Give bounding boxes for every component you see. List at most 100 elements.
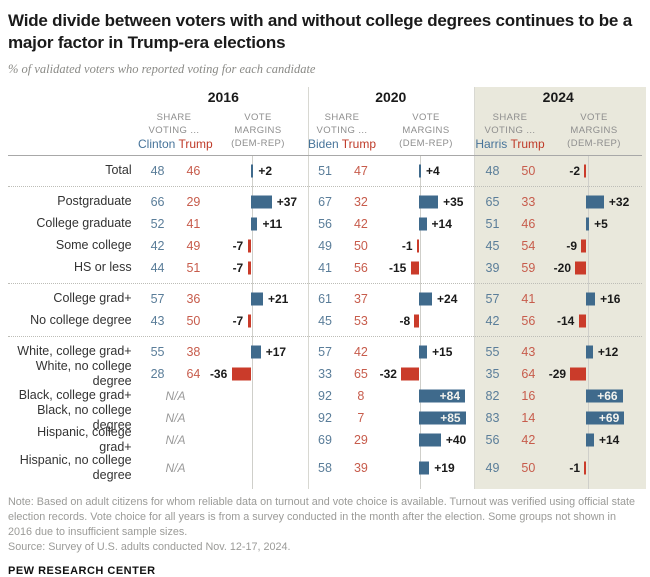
year-label-2016: 2016 (207, 88, 239, 105)
rep-share-2016: 36 (186, 291, 201, 306)
dem-share-2016: 44 (150, 260, 165, 275)
na-value-2016: N/A (165, 432, 186, 447)
margin-header-line: VOTE (580, 111, 608, 123)
table-row: Total 48 46 +2 51 47 +4 48 50 -2 (8, 160, 642, 182)
margin-bar-2020 (418, 411, 466, 424)
margin-header-line: MARGINS (570, 124, 618, 136)
rep-share-2020: 42 (353, 216, 368, 231)
zero-axis-2016 (252, 155, 253, 489)
rep-share-2016: 41 (186, 216, 201, 231)
dem-candidate-label: Biden (307, 136, 339, 151)
row-label: Black, no college degree (37, 403, 132, 432)
dem-share-2024: 45 (485, 238, 500, 253)
margin-header-line: MARGINS (402, 124, 450, 136)
column-header-row: SHARE VOTING ... Clinton Trump VOTE MARGINS(… (8, 111, 642, 151)
margin-value-2016: -7 (232, 313, 244, 328)
margin-cell-2016 (211, 407, 307, 429)
row-label: College grad+ (53, 291, 132, 306)
dem-candidate-label: Harris (475, 136, 508, 151)
dem-share-2024: 83 (485, 410, 500, 425)
margin-bar-2020 (418, 345, 428, 358)
table-row: White, no college degree 28 64 -36 33 65 -32 35… (8, 359, 642, 388)
margin-bar-2020 (414, 314, 419, 327)
margin-value-2024: -14 (556, 313, 575, 328)
table-row: HS or less 44 51 -7 41 56 -15 39 59 -20 (8, 257, 642, 279)
dem-share-2020: 51 (318, 163, 332, 178)
table-row: No college degree 43 50 -7 45 53 -8 42 56 -14 (8, 310, 642, 332)
share-header-line: VOTING ... (484, 124, 536, 136)
margin-bar-2020 (418, 217, 427, 230)
margin-header-line: MARGINS (234, 124, 282, 136)
margin-cell-2020: -1 (379, 235, 475, 257)
rep-share-2020: 8 (357, 388, 365, 403)
row-label: Hispanic, college grad+ (37, 425, 132, 454)
table-row: Hispanic, college grad+ N/A 69 29 +40 56 42 +14 (8, 425, 642, 453)
margin-cell-2024: -9 (546, 235, 642, 257)
margin-bar-2020 (418, 164, 422, 177)
candidate-names-2024: Harris Trump (474, 137, 546, 151)
row-group-0: Total 48 46 +2 51 47 +4 48 50 -2 (8, 156, 642, 187)
margin-bar-2024 (586, 411, 625, 424)
table-row: Black, college grad+ N/A 92 8 +84 82 16 +66 (8, 385, 642, 407)
margin-value-2016: -7 (232, 260, 244, 275)
row-label: Hispanic, no college degree (19, 453, 132, 482)
margin-bar-2020 (418, 292, 433, 305)
table-row: Postgraduate 66 29 +37 67 32 +35 65 33 +32 (8, 191, 642, 213)
margin-bar-2024 (586, 389, 623, 402)
margin-cell-2016: -7 (211, 310, 307, 332)
dem-share-2020: 58 (318, 460, 332, 475)
rep-share-2024: 50 (521, 460, 536, 475)
rep-candidate-label: Trump (510, 136, 545, 151)
dem-share-2016: 52 (150, 216, 165, 231)
margin-bar-2020 (418, 433, 441, 446)
rep-share-2020: 32 (353, 194, 368, 209)
dem-share-2020: 49 (318, 238, 332, 253)
margin-header-2020: VOTE MARGINS (DEM-REP) (378, 111, 474, 151)
rep-share-2024: 50 (521, 163, 536, 178)
margin-value-2024: +32 (608, 194, 630, 209)
na-value-2016: N/A (165, 410, 186, 425)
margin-value-2020: +24 (437, 291, 458, 306)
table-row: Black, no college degree N/A 92 7 +85 83 14 +69 (8, 403, 642, 432)
rep-share-2016: 29 (186, 194, 201, 209)
margin-cell-2020: +19 (379, 451, 475, 485)
rep-share-2020: 7 (357, 410, 365, 425)
margin-bar-2024 (575, 261, 587, 274)
dem-share-2020: 92 (318, 410, 332, 425)
row-label: No college degree (30, 313, 132, 328)
rep-candidate-label: Trump (341, 136, 377, 151)
margin-bar-2016 (247, 239, 252, 252)
margin-cell-2024: +66 (546, 385, 642, 407)
margin-bar-2024 (581, 239, 587, 252)
margin-cell-2016: +21 (211, 288, 307, 310)
rep-share-2020: 42 (353, 344, 368, 359)
rep-candidate-label: Trump (178, 136, 213, 151)
margin-cell-2020: -8 (379, 310, 475, 332)
row-group-2: College grad+ 57 36 +21 61 37 +24 57 41 +16 No col… (8, 284, 642, 337)
margin-cell-2024: +69 (546, 407, 642, 429)
margin-bar-2020 (418, 195, 439, 208)
margin-value-2016: +37 (276, 194, 298, 209)
margin-value-2020: +35 (443, 194, 464, 209)
margin-value-2020: -15 (388, 260, 407, 275)
margin-value-2020: -1 (401, 238, 413, 253)
rep-share-2024: 16 (521, 388, 536, 403)
margin-cell-2024: +14 (546, 429, 642, 451)
dem-share-2020: 57 (318, 344, 332, 359)
margin-bar-2024 (586, 433, 594, 446)
rep-share-2024: 43 (521, 344, 536, 359)
dem-share-2024: 35 (485, 366, 500, 381)
rep-share-2024: 64 (521, 366, 536, 381)
dem-share-2016: 28 (150, 366, 165, 381)
row-label: College graduate (36, 216, 132, 231)
dem-share-2024: 82 (485, 388, 500, 403)
margin-header-2016: VOTE MARGINS (DEM-REP) (210, 111, 306, 151)
share-header-line: SHARE (492, 111, 528, 123)
candidate-names-2020: Biden Trump (306, 137, 378, 151)
margin-cell-2016: +37 (211, 191, 307, 213)
margin-header-line: (DEM-REP) (399, 137, 453, 149)
margin-value-2020: +19 (434, 460, 455, 475)
margin-cell-2016: +2 (211, 160, 307, 182)
dem-share-2024: 55 (485, 344, 500, 359)
